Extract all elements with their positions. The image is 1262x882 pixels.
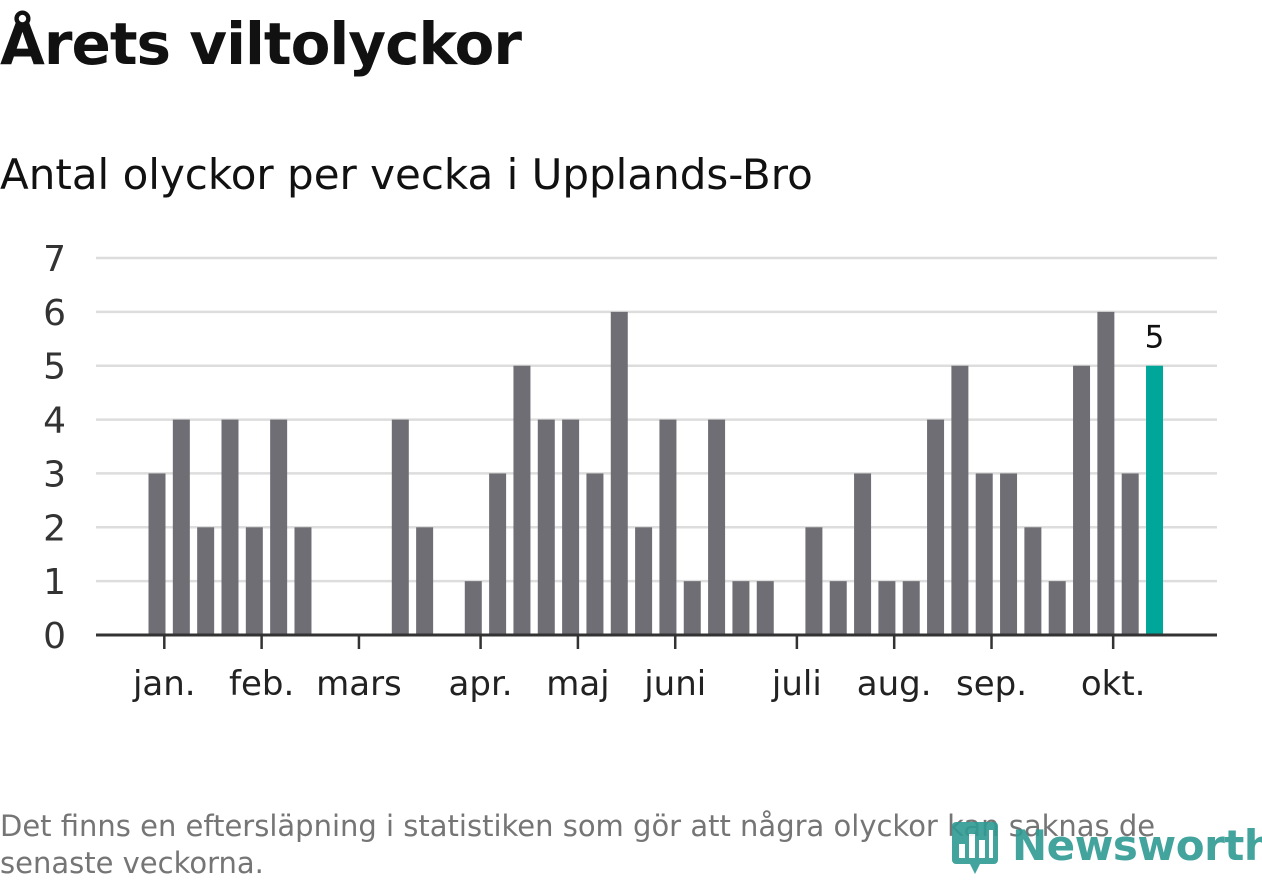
logo-text: Newsworthy	[1012, 820, 1262, 870]
bar	[1073, 365, 1091, 635]
bar-highlight	[1146, 365, 1164, 635]
data-label: 5	[1145, 320, 1165, 356]
x-axis: jan. feb. mars apr. maj juni juli aug. sep. okt.	[96, 633, 1217, 704]
bar	[975, 473, 993, 635]
bar	[391, 419, 409, 635]
y-axis-ticks: 0 1 2 3 4 5 6 7	[43, 239, 66, 657]
bar	[902, 581, 920, 635]
y-tick-label: 5	[43, 347, 66, 388]
y-tick-label: 1	[43, 562, 66, 603]
bar	[1097, 311, 1115, 635]
bar	[708, 419, 726, 635]
bar	[464, 581, 482, 635]
bar	[537, 419, 555, 635]
bar	[659, 419, 677, 635]
bar	[294, 527, 312, 635]
chart-subtitle: Antal olyckor per vecka i Upplands-Bro	[0, 150, 813, 199]
x-tick-label: juni	[643, 664, 706, 704]
data-labels: 5	[1145, 320, 1165, 356]
x-tick-label: aug.	[857, 664, 932, 704]
bar	[1000, 473, 1018, 635]
y-tick-label: 6	[43, 293, 66, 334]
bar	[562, 419, 580, 635]
bar	[489, 473, 507, 635]
chart-title: Årets viltolyckor	[0, 10, 522, 78]
x-tick-label: juli	[771, 664, 822, 704]
bar	[1048, 581, 1066, 635]
bar	[416, 527, 434, 635]
y-tick-label: 3	[43, 454, 66, 495]
x-tick-label: apr.	[449, 664, 513, 704]
bar	[172, 419, 190, 635]
newsworthy-logo[interactable]: Newsworthy	[950, 812, 1262, 878]
bar	[148, 473, 166, 635]
y-tick-label: 0	[43, 616, 66, 657]
y-tick-label: 7	[43, 239, 66, 280]
bar	[951, 365, 969, 635]
bar	[683, 581, 701, 635]
bar	[732, 581, 750, 635]
bar	[635, 527, 653, 635]
bar	[878, 581, 896, 635]
x-tick-label: mars	[316, 664, 402, 704]
bar-chart-icon	[952, 822, 998, 874]
bar	[829, 581, 847, 635]
bar	[854, 473, 872, 635]
bars	[148, 311, 1164, 635]
x-tick-label: jan.	[132, 664, 196, 704]
bar	[1024, 527, 1042, 635]
x-tick-label: feb.	[229, 664, 294, 704]
bar	[221, 419, 239, 635]
bar	[610, 311, 628, 635]
bar	[1121, 473, 1139, 635]
bar-chart: 0 1 2 3 4 5 6 7 5 jan. feb. mars apr. maj juni juli au…	[43, 239, 1217, 704]
x-tick-label: sep.	[956, 664, 1027, 704]
gridlines	[96, 256, 1217, 583]
bar	[513, 365, 531, 635]
y-tick-label: 4	[43, 401, 66, 442]
bar	[270, 419, 288, 635]
x-tick-label: maj	[546, 664, 609, 704]
y-tick-label: 2	[43, 508, 66, 549]
bar	[927, 419, 945, 635]
bar	[805, 527, 823, 635]
bar	[245, 527, 263, 635]
bar	[197, 527, 215, 635]
x-tick-label: okt.	[1081, 664, 1146, 704]
bar	[756, 581, 774, 635]
bar	[586, 473, 604, 635]
